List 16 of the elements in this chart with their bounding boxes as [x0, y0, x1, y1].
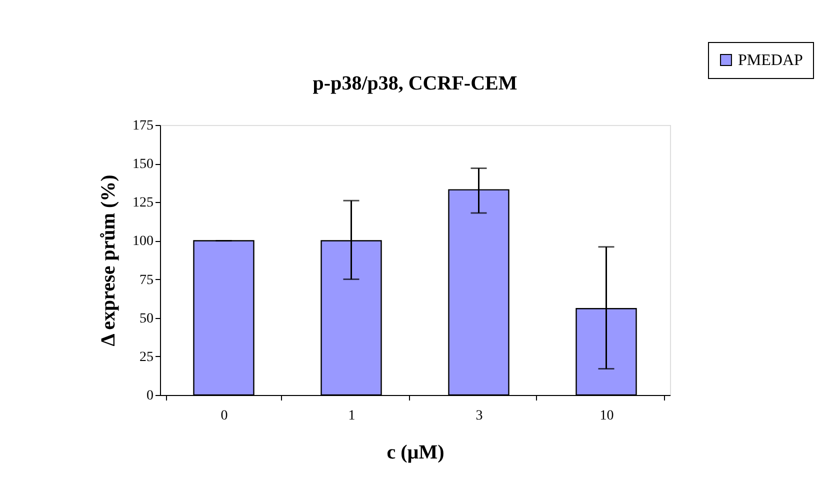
x-tick-label: 10	[600, 408, 614, 424]
x-tick-label: 1	[348, 408, 356, 424]
x-axis-title: c (µM)	[386, 442, 444, 464]
x-tick-label: 0	[220, 408, 228, 424]
chart-title: p-p38/p38, CCRF-CEM	[312, 72, 518, 94]
y-tick-label: 100	[132, 234, 154, 250]
y-tick-label: 175	[132, 118, 154, 134]
y-tick-label: 75	[140, 272, 154, 288]
x-tick-label: 3	[476, 408, 483, 424]
y-tick-label: 25	[140, 350, 154, 365]
legend-label: PMEDAP	[738, 52, 804, 69]
y-axis-title: Δ exprese prům (%)	[98, 174, 120, 346]
y-tick-label: 0	[146, 388, 154, 404]
y-tick-label: 150	[132, 157, 154, 172]
y-tick-label: 50	[140, 311, 154, 326]
y-tick-label: 125	[132, 196, 154, 211]
